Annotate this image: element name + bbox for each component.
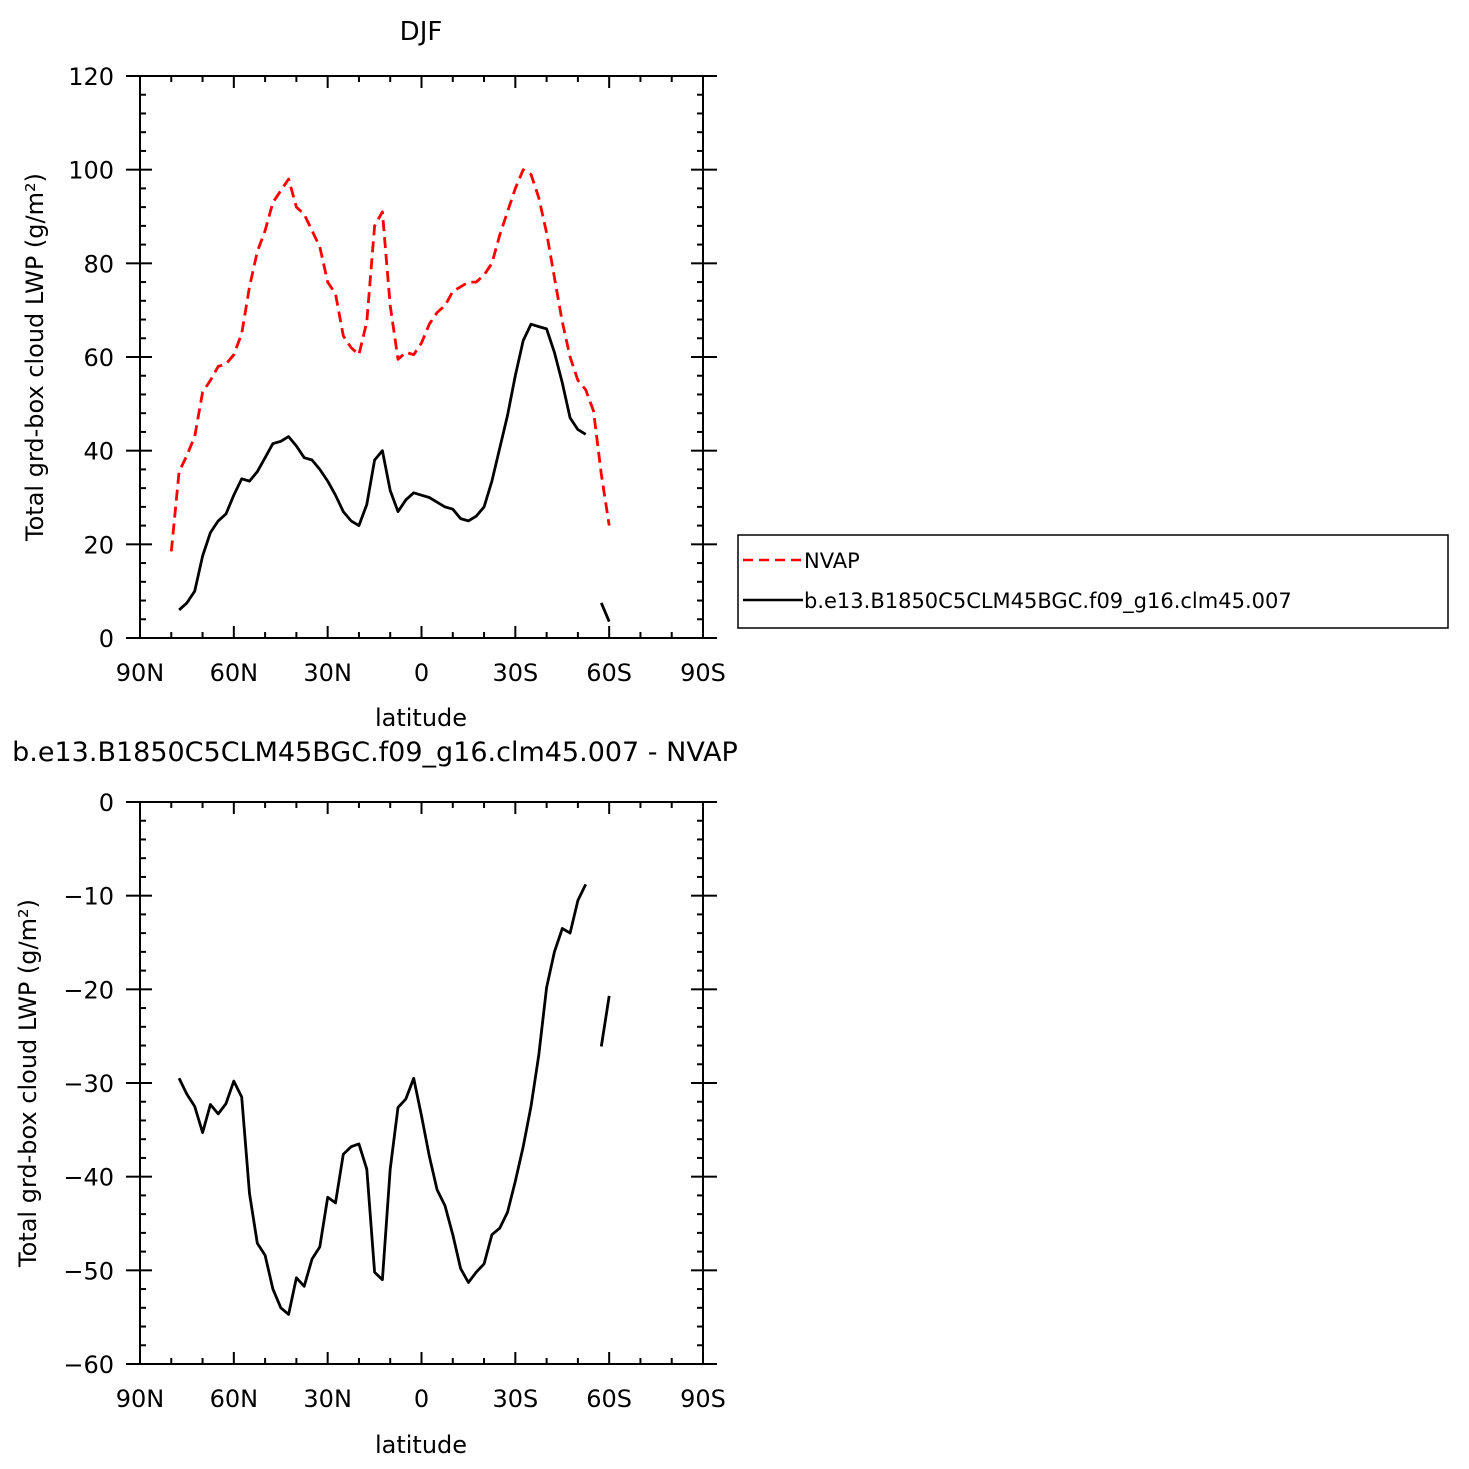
top-series-model-line [178,322,587,611]
x-tick-label: 30N [303,1385,352,1413]
bottom-y-axis-label: Total grd-box cloud LWP (g/m²) [14,899,42,1268]
bottom-series-model-line [599,995,611,1047]
y-tick-label: 80 [83,250,114,278]
y-tick-label: −10 [63,883,114,911]
top-plot-lines [169,168,611,623]
bottom-plot-frame [139,801,704,1365]
top-x-axis-label: latitude [375,704,467,732]
y-tick-label: 0 [99,625,114,653]
bottom-plot-lines [177,883,611,1316]
bottom-panel-title: b.e13.B1850C5CLM45BGC.f09_g16.clm45.007 … [12,737,738,768]
y-tick-label: −50 [63,1257,114,1285]
legend-box [737,534,1449,629]
x-tick-label: 30S [492,659,538,687]
x-tick-label: 30S [492,1385,538,1413]
legend-label-nvap: NVAP [804,549,860,573]
bottom-panel: b.e13.B1850C5CLM45BGC.f09_g16.clm45.007 … [12,737,738,1459]
x-tick-label: 90N [116,1385,165,1413]
legend: NVAP b.e13.B1850C5CLM45BGC.f09_g16.clm45… [737,534,1449,629]
top-plot-frame [139,75,704,639]
top-panel: DJF 90N 60N 30N 0 30S 60S 90S 0 20 40 60 80 100 120 l… [21,17,726,732]
y-tick-label: 40 [83,438,114,466]
x-tick-label: 30N [303,659,352,687]
y-tick-label: 60 [83,344,114,372]
x-tick-label: 60N [210,1385,259,1413]
y-tick-label: 120 [68,63,114,91]
legend-label-model: b.e13.B1850C5CLM45BGC.f09_g16.clm45.007 [804,589,1292,614]
bottom-axis-ticks: 90N 60N 30N 0 30S 60S 90S −60 −50 −40 −30 −20 −10 0 [63,789,726,1413]
bottom-series-model-line [177,883,587,1316]
y-tick-label: −30 [63,1070,114,1098]
x-tick-label: 60S [586,1385,632,1413]
top-panel-title: DJF [400,17,443,47]
y-tick-label: 100 [68,157,114,185]
y-tick-label: −60 [63,1351,114,1379]
x-tick-label: 0 [414,1385,429,1413]
y-tick-label: −40 [63,1164,114,1192]
bottom-x-axis-label: latitude [375,1431,467,1459]
x-tick-label: 0 [414,659,429,687]
y-tick-label: −20 [63,976,114,1004]
x-tick-label: 90S [680,1385,726,1413]
top-series-nvap-line [169,168,611,552]
top-series-model-line [600,602,611,623]
x-tick-label: 90S [680,659,726,687]
top-y-axis-label: Total grd-box cloud LWP (g/m²) [21,173,49,542]
x-tick-label: 90N [116,659,165,687]
y-tick-label: 20 [83,531,114,559]
y-tick-label: 0 [99,789,114,817]
x-tick-label: 60N [210,659,259,687]
top-axis-ticks: 90N 60N 30N 0 30S 60S 90S 0 20 40 60 80 100 120 [68,63,726,687]
x-tick-label: 60S [586,659,632,687]
